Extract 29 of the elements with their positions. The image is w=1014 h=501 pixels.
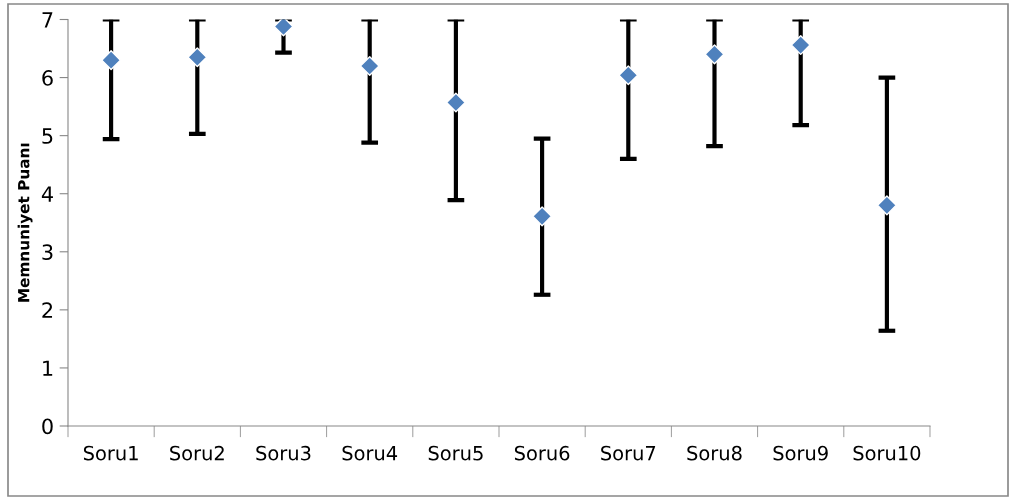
point [273, 19, 294, 37]
point [876, 195, 897, 216]
y-tick-label: 3 [42, 244, 53, 260]
x-tick-label: Soru5 [428, 445, 483, 461]
x-tick-label: Soru3 [256, 445, 311, 461]
x-tick-label: Soru6 [514, 445, 570, 461]
point [532, 206, 553, 227]
point [790, 35, 811, 56]
point [704, 44, 725, 65]
point [101, 50, 122, 71]
y-tick-label: 0 [42, 418, 53, 435]
x-tick-label: Soru7 [601, 445, 656, 461]
y-tick-label: 4 [41, 186, 53, 202]
point [445, 92, 466, 113]
y-tick-label: 5 [42, 128, 53, 144]
x-tick-label: Soru1 [83, 445, 138, 461]
x-tick-label: Soru4 [342, 445, 398, 461]
point [359, 55, 380, 76]
y-tick-label: 1 [43, 360, 53, 376]
point [618, 65, 639, 86]
x-tick-label: Soru2 [170, 445, 224, 461]
y-tick-label: 6 [42, 70, 53, 86]
x-tick-label: Soru8 [687, 445, 742, 461]
y-tick-label: 2 [42, 302, 53, 318]
y-tick-label: 7 [42, 12, 53, 28]
x-tick-label: Soru10 [853, 445, 921, 461]
point [187, 47, 208, 68]
x-tick-label: Soru9 [773, 445, 828, 461]
y-axis-title: Memnuniyet Puanı [17, 143, 33, 302]
